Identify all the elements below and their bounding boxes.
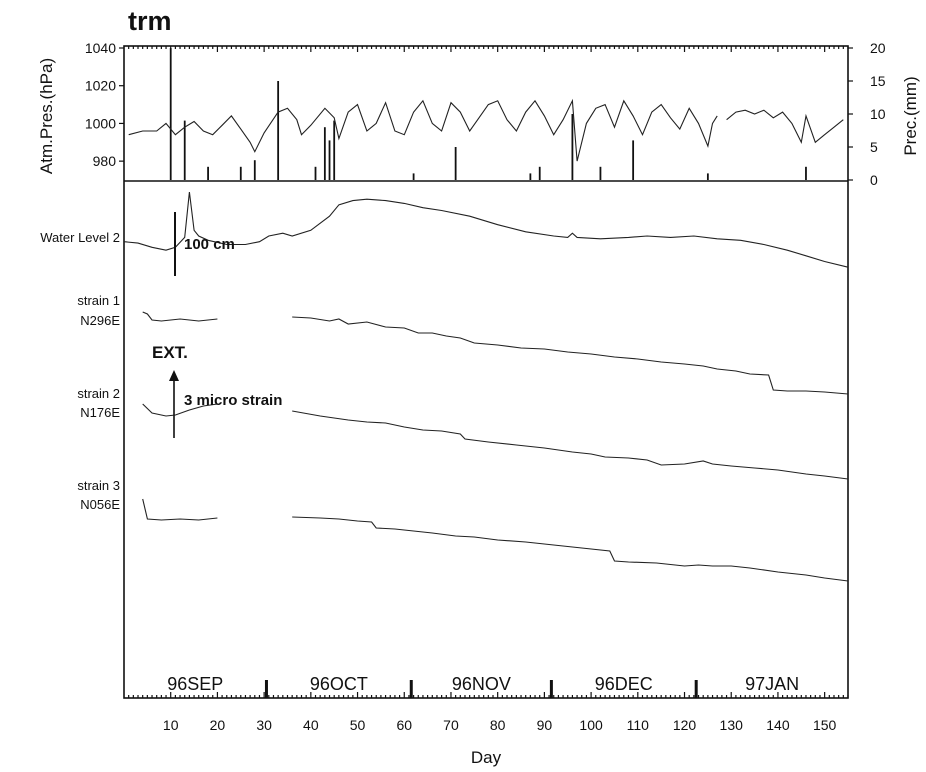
water-level-scale-bar: 100 cm — [174, 212, 235, 276]
pressure-tick-label: 980 — [93, 153, 117, 169]
trace-line-2 — [292, 316, 849, 395]
trace-label-n296e: N296E — [80, 313, 120, 328]
x-tick-label: 30 — [256, 717, 272, 733]
x-tick-label: 140 — [766, 717, 790, 733]
month-labels: 96SEP 96OCT 96NOV 96DEC 97JAN — [167, 674, 799, 694]
extension-label: EXT. — [152, 343, 188, 362]
trace-label-water-level-2: Water Level 2 — [40, 230, 120, 245]
x-axis-title: Day — [471, 748, 502, 767]
trace-label-n056e: N056E — [80, 497, 120, 512]
x-tick-label: 100 — [579, 717, 603, 733]
month-label: 96SEP — [167, 674, 223, 694]
x-axis-ticks: 10 20 30 40 50 60 70 80 90 100 110 120 130 140 150 — [128, 692, 849, 733]
precipitation-bars — [169, 48, 807, 180]
x-tick-label: 90 — [537, 717, 553, 733]
x-tick-label: 110 — [627, 717, 650, 733]
trace-line-1 — [123, 192, 849, 268]
x-tick-label: 150 — [813, 717, 837, 733]
time-series-traces — [123, 192, 849, 582]
x-tick-label: 40 — [303, 717, 319, 733]
precipitation-tick-label: 0 — [870, 172, 878, 188]
strain-scale-label: 3 micro strain — [184, 392, 282, 409]
x-tick-label: 120 — [673, 717, 697, 733]
x-tick-label: 70 — [443, 717, 459, 733]
x-tick-label: 60 — [396, 717, 412, 733]
trace-line-2 — [142, 311, 218, 322]
trace-line-3 — [292, 410, 849, 480]
precipitation-tick-label: 15 — [870, 73, 886, 89]
precipitation-tick-label: 10 — [870, 106, 886, 122]
trace-label-n176e: N176E — [80, 405, 120, 420]
x-tick-label: 80 — [490, 717, 506, 733]
month-label: 96DEC — [595, 674, 653, 694]
precipitation-axis-ticks: 0 5 10 15 20 — [848, 40, 886, 188]
water-level-scale-label: 100 cm — [184, 236, 235, 253]
month-label: 96OCT — [310, 674, 368, 694]
x-tick-label: 130 — [720, 717, 744, 733]
precipitation-tick-label: 20 — [870, 40, 886, 56]
precipitation-tick-label: 5 — [870, 139, 878, 155]
plot-frame — [123, 45, 849, 699]
pressure-line — [726, 109, 844, 145]
x-tick-label: 20 — [210, 717, 226, 733]
pressure-trace — [128, 98, 844, 162]
pressure-axis-title: Atm.Pres.(hPa) — [37, 58, 56, 174]
precipitation-axis-title: Prec.(mm) — [901, 76, 920, 155]
trace-label-strain-2: strain 2 — [77, 386, 120, 401]
month-label: 96NOV — [452, 674, 511, 694]
strain-scale-bar: 3 micro strain — [169, 370, 282, 438]
pressure-line — [128, 98, 718, 162]
up-arrow-icon — [169, 370, 179, 381]
pressure-axis-ticks: 980 1000 1020 1040 — [85, 40, 849, 169]
x-tick-label: 10 — [163, 717, 179, 733]
pressure-tick-label: 1000 — [85, 115, 116, 131]
chart-title: trm — [128, 6, 172, 36]
pressure-tick-label: 1040 — [85, 40, 116, 56]
x-tick-label: 50 — [350, 717, 366, 733]
pressure-tick-label: 1020 — [85, 78, 116, 94]
trace-line-4 — [292, 516, 849, 582]
month-label: 97JAN — [745, 674, 799, 694]
trace-label-strain-1: strain 1 — [77, 293, 120, 308]
trace-line-3 — [142, 403, 218, 417]
trace-label-strain-3: strain 3 — [77, 478, 120, 493]
month-dividers — [264, 680, 698, 698]
trace-line-4 — [142, 498, 218, 521]
